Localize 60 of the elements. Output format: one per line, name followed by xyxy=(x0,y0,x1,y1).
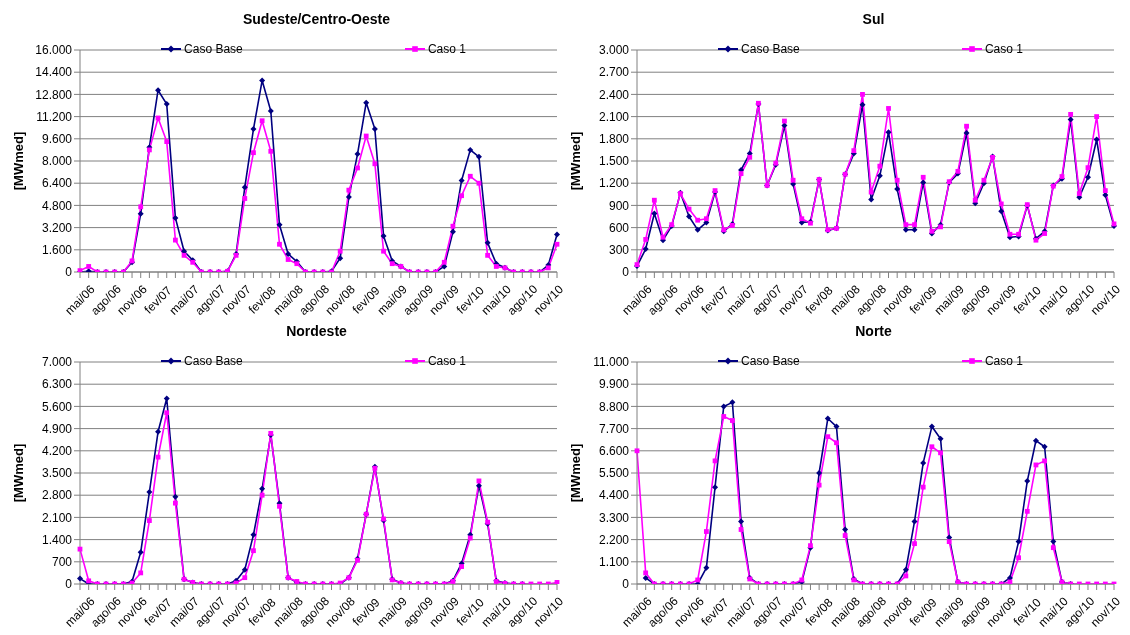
y-tick-label: 7.000 xyxy=(41,355,73,370)
y-axis-title: [MWmed] xyxy=(567,443,583,503)
y-tick-label: 3.200 xyxy=(41,220,73,235)
y-tick-label: 6.300 xyxy=(41,377,73,392)
y-tick-label: 11.000 xyxy=(593,355,630,370)
y-tick-label: 14.400 xyxy=(35,65,73,80)
y-tick-label: 600 xyxy=(608,220,630,235)
y-tick-label: 7.700 xyxy=(598,421,630,436)
y-tick-label: 9.900 xyxy=(598,377,630,392)
y-tick-label: 1.800 xyxy=(598,132,630,147)
y-tick-label: 900 xyxy=(608,198,630,213)
y-tick-label: 1.100 xyxy=(598,555,630,570)
chart-title: Nordeste xyxy=(285,322,348,341)
y-tick-label: 1.200 xyxy=(598,176,630,191)
y-tick-label: 2.700 xyxy=(598,65,630,80)
y-tick-label: 4.200 xyxy=(41,444,73,459)
y-tick-label: 2.400 xyxy=(598,87,630,102)
y-tick-label: 4.800 xyxy=(41,198,73,213)
y-tick-label: 4.900 xyxy=(41,421,73,436)
y-tick-label: 2.100 xyxy=(598,109,630,124)
y-axis-title: [MWmed] xyxy=(567,131,583,191)
y-tick-label: 8.800 xyxy=(598,399,630,414)
chart-title: Norte xyxy=(854,322,893,341)
y-tick-label: 700 xyxy=(51,555,73,570)
y-axis-title: [MWmed] xyxy=(10,131,26,191)
chart-title: Sudeste/Centro-Oeste xyxy=(241,10,391,29)
y-tick-label: 0 xyxy=(622,577,630,592)
y-tick-label: 2.200 xyxy=(598,532,630,547)
y-tick-label: 5.600 xyxy=(41,399,73,414)
y-tick-label: 6.600 xyxy=(598,444,630,459)
legend-label: Caso 1 xyxy=(427,354,466,368)
y-tick-label: 9.600 xyxy=(41,132,73,147)
y-tick-label: 0 xyxy=(65,265,73,280)
y-tick-label: 12.800 xyxy=(35,87,73,102)
y-tick-label: 16.000 xyxy=(35,43,73,58)
legend-label: Caso 1 xyxy=(427,42,466,56)
legend-label: Caso Base xyxy=(741,42,800,56)
y-tick-label: 300 xyxy=(608,243,630,258)
y-tick-label: 3.000 xyxy=(598,43,630,58)
y-tick-label: 8.000 xyxy=(41,154,73,169)
legend-label: Caso Base xyxy=(184,42,243,56)
y-tick-label: 6.400 xyxy=(41,176,73,191)
y-tick-label: 3.300 xyxy=(598,510,630,525)
legend-label: Caso Base xyxy=(184,354,243,368)
legend-label: Caso 1 xyxy=(984,42,1023,56)
y-tick-label: 2.100 xyxy=(41,510,73,525)
legend-label: Caso Base xyxy=(741,354,800,368)
y-axis-title: [MWmed] xyxy=(10,443,26,503)
chart-title: Sul xyxy=(861,10,886,29)
y-tick-label: 2.800 xyxy=(41,488,73,503)
y-tick-label: 3.500 xyxy=(41,466,73,481)
y-tick-label: 11.200 xyxy=(36,109,73,124)
y-tick-label: 5.500 xyxy=(598,466,630,481)
y-tick-label: 4.400 xyxy=(598,488,630,503)
y-tick-label: 1.500 xyxy=(598,154,630,169)
y-tick-label: 0 xyxy=(622,265,630,280)
y-tick-label: 1.600 xyxy=(41,243,73,258)
legend-label: Caso 1 xyxy=(984,354,1023,368)
y-tick-label: 0 xyxy=(65,577,73,592)
y-tick-label: 1.400 xyxy=(41,532,73,547)
